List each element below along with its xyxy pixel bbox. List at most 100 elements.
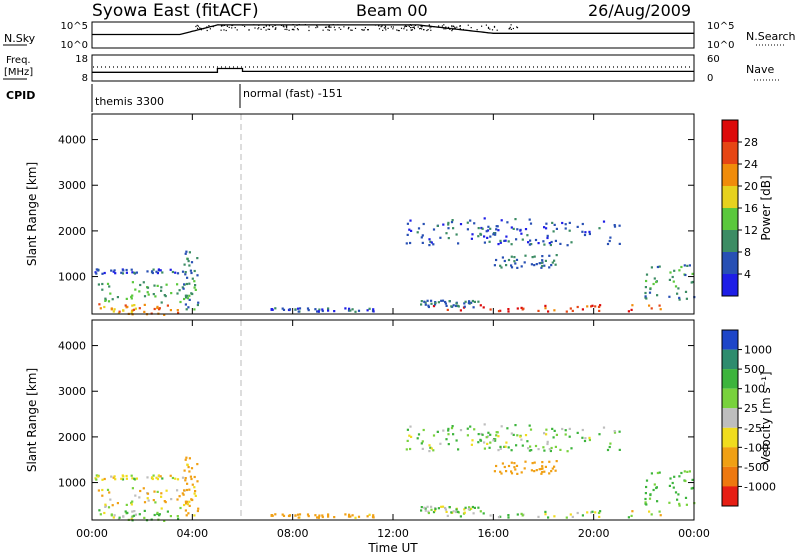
data-cell: [650, 266, 653, 269]
data-cell: [428, 450, 431, 453]
data-cell: [658, 304, 661, 307]
data-cell: [139, 489, 142, 493]
data-cell: [143, 295, 147, 298]
data-cell: [540, 266, 543, 269]
data-cell: [171, 270, 174, 274]
noise-search-dot: [231, 27, 233, 29]
colorbar-tick-label: 24: [744, 158, 758, 171]
data-cell: [417, 227, 421, 230]
data-cell: [530, 469, 533, 472]
data-cell: [183, 489, 186, 492]
data-cell: [452, 304, 455, 307]
data-cell: [471, 233, 474, 236]
cpid-mode-1: themis 3300: [95, 95, 164, 108]
data-cell: [503, 259, 506, 263]
data-cell: [528, 424, 531, 427]
data-cell: [147, 293, 150, 296]
data-cell: [317, 516, 320, 519]
data-cell: [510, 449, 513, 452]
data-cell: [538, 468, 541, 471]
data-cell: [109, 498, 112, 501]
data-cell: [451, 219, 454, 222]
data-cell: [505, 264, 508, 267]
data-cell: [95, 272, 98, 275]
data-cell: [427, 511, 430, 515]
noise-search-dot: [459, 27, 461, 30]
data-cell: [507, 240, 510, 243]
data-cell: [421, 234, 424, 237]
data-cell: [510, 255, 513, 258]
data-cell: [169, 474, 172, 477]
data-cell: [357, 309, 361, 312]
data-cell: [678, 296, 681, 299]
data-cell: [473, 428, 476, 431]
data-cell: [566, 450, 569, 453]
data-cell: [590, 305, 593, 308]
data-cell: [512, 433, 515, 436]
data-cell: [483, 441, 486, 444]
colorbar-tick-label: 1000: [744, 344, 772, 357]
data-cell: [543, 470, 546, 473]
data-cell: [349, 515, 352, 518]
data-cell: [446, 514, 449, 517]
noise-search-dot: [223, 29, 225, 31]
noise-search-dot: [392, 28, 394, 30]
data-cell: [405, 448, 408, 451]
data-cell: [466, 434, 469, 437]
data-cell: [176, 309, 179, 312]
data-cell: [274, 307, 277, 310]
data-cell: [520, 512, 523, 515]
noise-search-dot: [220, 25, 223, 27]
data-cell: [505, 235, 508, 238]
data-cell: [552, 230, 555, 233]
noise-search-dot: [200, 27, 202, 30]
data-cell: [541, 255, 544, 258]
data-cell: [160, 301, 163, 304]
data-cell: [515, 238, 518, 241]
data-cell: [584, 437, 587, 440]
data-cell: [420, 236, 423, 239]
data-cell: [489, 433, 492, 436]
data-cell: [464, 300, 467, 303]
noise-search-dot: [329, 26, 331, 28]
data-cell: [479, 232, 482, 235]
noise-right-tick-top: 10^5: [707, 21, 734, 32]
data-cell: [500, 425, 503, 428]
data-cell: [650, 513, 653, 516]
noise-search-dot: [426, 29, 428, 32]
data-cell: [477, 227, 480, 230]
data-cell: [196, 509, 199, 513]
data-cell: [499, 515, 502, 518]
data-cell: [177, 517, 180, 520]
data-cell: [156, 272, 159, 275]
noise-search-dot: [387, 27, 389, 29]
power-colorbar: 4 8 12 16 20 24 28 Power [dB]: [721, 119, 773, 297]
data-cell: [630, 308, 633, 311]
power-colorbar-ticks: 4 8 12 16 20 24 28: [738, 136, 758, 281]
data-cell: [513, 462, 516, 465]
data-cell: [187, 260, 190, 263]
data-cell: [104, 505, 107, 508]
colorbar-tick-label: -100: [744, 441, 769, 454]
data-cell: [645, 297, 648, 300]
data-cell: [110, 308, 113, 311]
data-cell: [440, 299, 443, 302]
data-cell: [683, 470, 686, 473]
data-cell: [524, 460, 527, 463]
data-cell: [537, 242, 540, 245]
data-cell: [117, 518, 120, 521]
data-cell: [368, 513, 371, 516]
noise-search-dot: [378, 28, 381, 30]
noise-search-dot: [403, 28, 405, 30]
noise-search-dot: [430, 26, 432, 28]
data-cell: [143, 310, 146, 313]
noise-search-dot: [347, 28, 349, 30]
noise-search-dot: [265, 29, 267, 31]
data-cell: [530, 263, 533, 266]
noise-search-dot: [459, 25, 461, 27]
noise-search-dot: [445, 28, 447, 30]
data-cell: [521, 238, 524, 241]
data-cell: [131, 309, 134, 312]
data-cell: [421, 241, 424, 244]
